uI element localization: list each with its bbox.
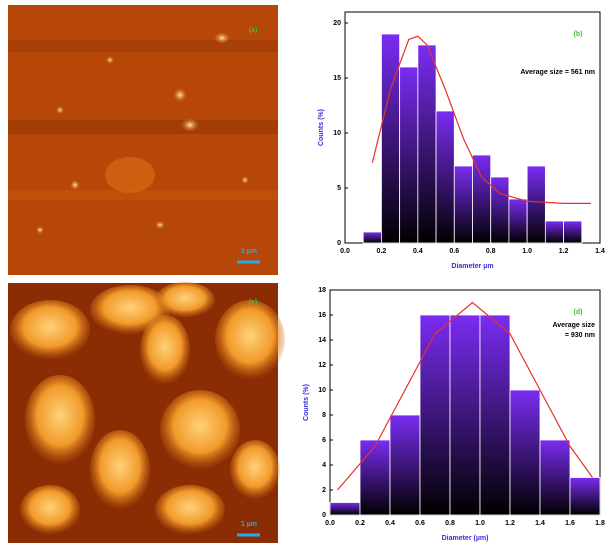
bar <box>545 221 563 243</box>
x-tick-label: 1.4 <box>595 248 605 255</box>
bar <box>527 166 545 243</box>
y-axis-label: Counts (%) <box>303 384 310 421</box>
y-tick-label: 2 <box>322 487 326 494</box>
y-tick-label: 14 <box>318 337 326 344</box>
bar <box>454 166 472 243</box>
x-tick-label: 1.2 <box>559 248 569 255</box>
bar <box>330 503 360 516</box>
x-tick-label: 0.2 <box>355 520 365 527</box>
y-tick-label: 20 <box>333 20 341 27</box>
scale-label: 1 µm <box>241 521 257 528</box>
bar <box>570 478 600 516</box>
x-tick-label: 1.8 <box>595 520 605 527</box>
y-tick-label: 16 <box>318 312 326 319</box>
annotation: = 930 nm <box>565 332 595 339</box>
bar <box>509 199 527 243</box>
annotation: Average size = 561 nm <box>520 69 595 76</box>
x-tick-label: 0.8 <box>445 520 455 527</box>
x-axis-label: Diameter µm <box>451 263 493 270</box>
figure: 1 µm (a) 1 µm (c) 051015200.00.20.40.60.… <box>0 0 611 548</box>
bar <box>390 415 420 515</box>
y-tick-label: 10 <box>333 130 341 137</box>
bar <box>381 34 399 243</box>
x-tick-label: 0.0 <box>340 248 350 255</box>
panel-label: (d) <box>574 309 583 316</box>
x-tick-label: 1.6 <box>565 520 575 527</box>
y-tick-label: 12 <box>318 362 326 369</box>
bar <box>363 232 381 243</box>
bar <box>480 315 510 515</box>
x-tick-label: 0.4 <box>385 520 395 527</box>
y-tick-label: 8 <box>322 412 326 419</box>
bar <box>564 221 582 243</box>
bar <box>420 315 450 515</box>
afm-image-a: 1 µm (a) <box>8 5 278 275</box>
y-tick-label: 6 <box>322 437 326 444</box>
x-tick-label: 1.0 <box>522 248 532 255</box>
bar <box>473 155 491 243</box>
page: 1 µm (a) 1 µm (c) 051015200.00.20.40.60.… <box>0 0 611 548</box>
y-tick-label: 5 <box>337 185 341 192</box>
x-tick-label: 1.4 <box>535 520 545 527</box>
annotation: Average size <box>552 322 595 329</box>
x-tick-label: 0.6 <box>415 520 425 527</box>
scale-label: 1 µm <box>241 248 257 255</box>
bar <box>418 45 436 243</box>
bar <box>491 177 509 243</box>
bar <box>360 440 390 515</box>
y-tick-label: 18 <box>318 287 326 294</box>
y-tick-label: 10 <box>318 387 326 394</box>
panel-label: (b) <box>574 31 583 38</box>
x-tick-label: 0.6 <box>449 248 459 255</box>
panel-label: (a) <box>249 27 258 34</box>
y-tick-label: 0 <box>322 512 326 519</box>
x-tick-label: 0.2 <box>377 248 387 255</box>
panel-label: (c) <box>249 299 258 306</box>
y-tick-label: 0 <box>337 240 341 247</box>
afm-image-c: 1 µm (c) <box>8 282 285 543</box>
bar <box>450 315 480 515</box>
y-tick-label: 15 <box>333 75 341 82</box>
y-tick-label: 4 <box>322 462 326 469</box>
bar <box>510 390 540 515</box>
x-tick-label: 1.0 <box>475 520 485 527</box>
bar <box>540 440 570 515</box>
bar <box>400 67 418 243</box>
bar <box>436 111 454 243</box>
x-tick-label: 0.8 <box>486 248 496 255</box>
x-tick-label: 0.4 <box>413 248 423 255</box>
y-axis-label: Counts (%) <box>318 109 325 146</box>
x-tick-label: 0.0 <box>325 520 335 527</box>
x-axis-label: Diameter (µm) <box>442 535 489 542</box>
x-tick-label: 1.2 <box>505 520 515 527</box>
